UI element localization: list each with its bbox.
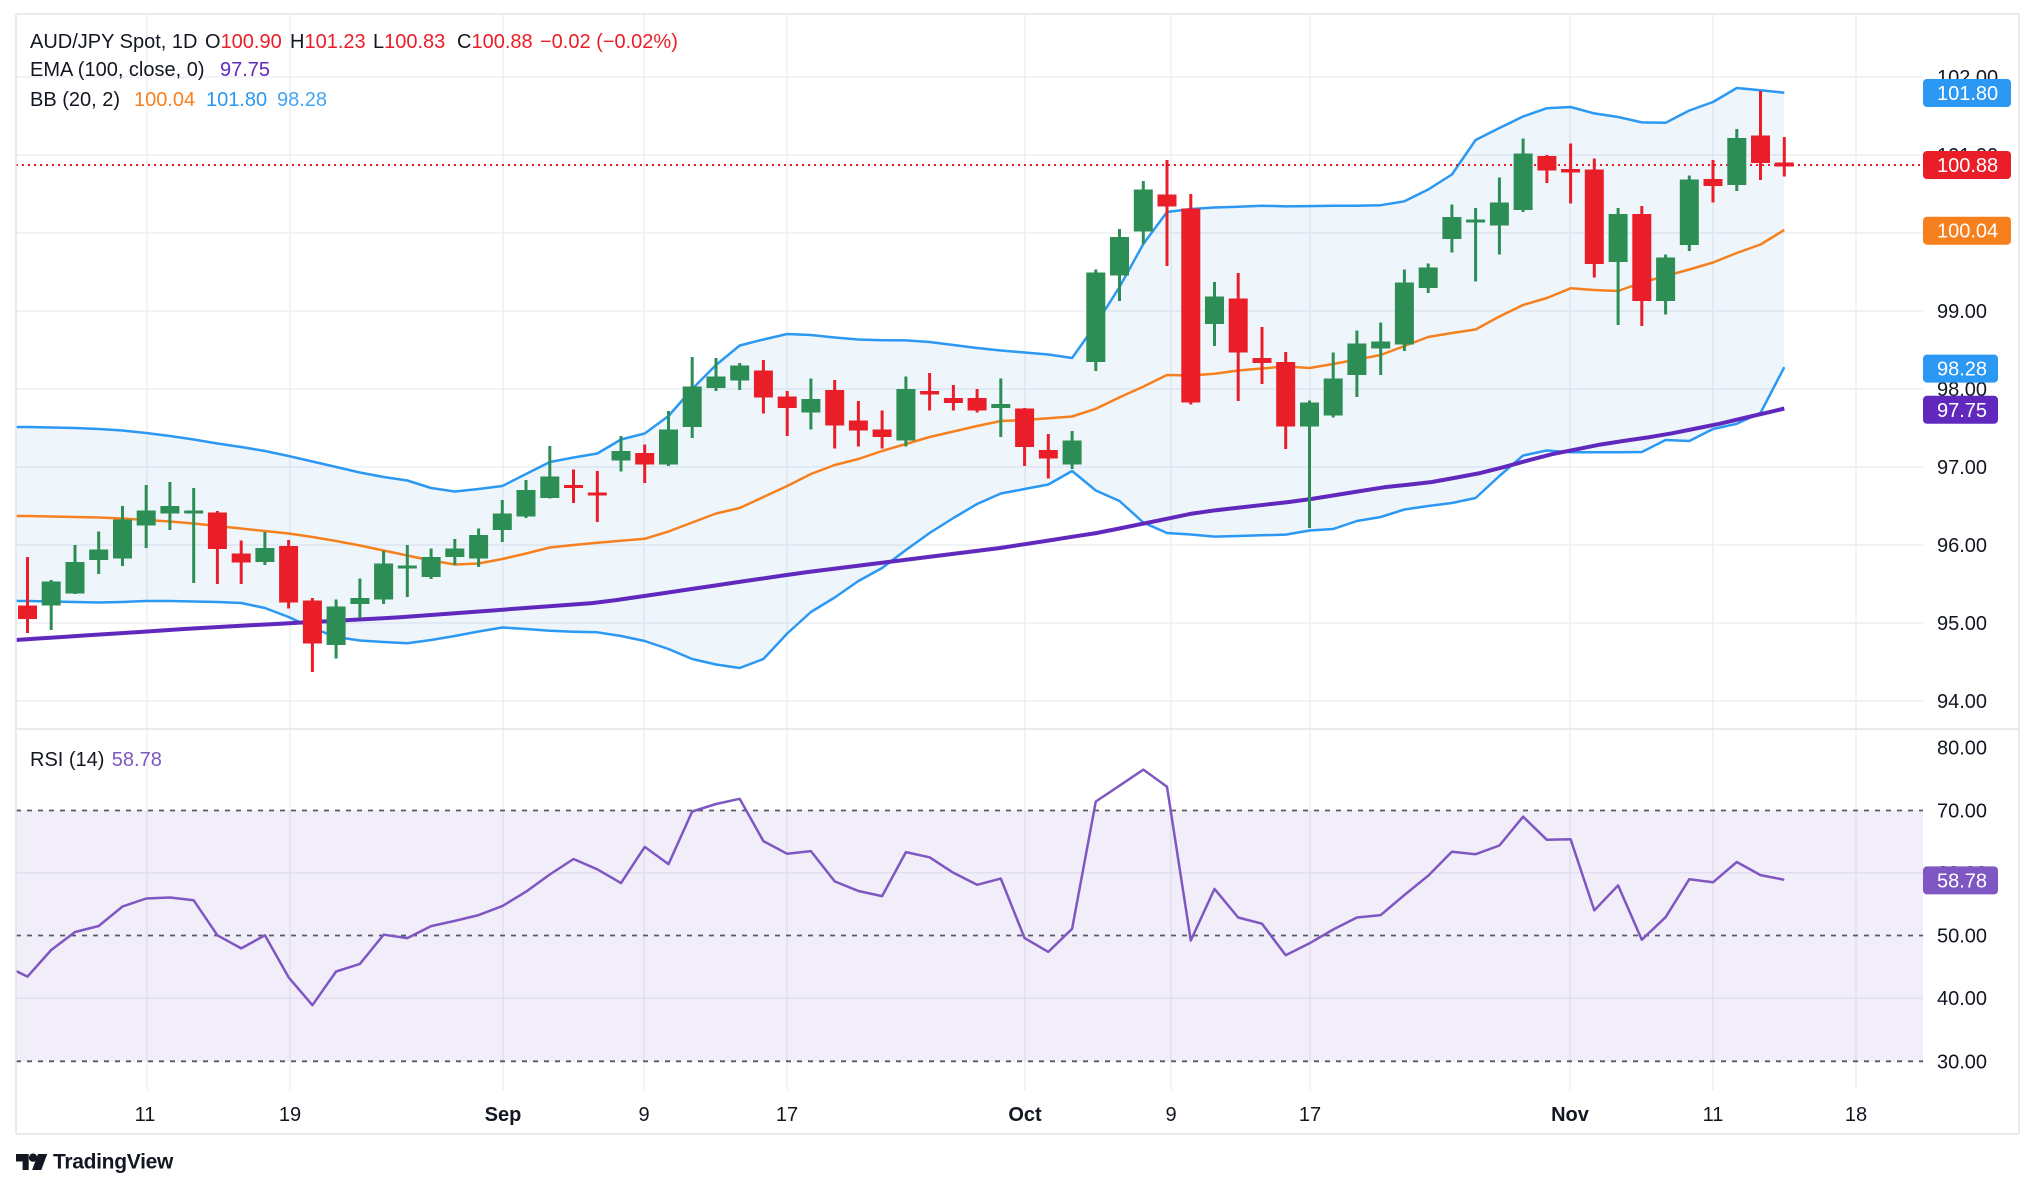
svg-text:9: 9 — [1165, 1104, 1176, 1126]
svg-text:100.04: 100.04 — [1937, 221, 1998, 243]
svg-text:97.00: 97.00 — [1937, 457, 1987, 479]
svg-text:94.00: 94.00 — [1937, 691, 1987, 713]
svg-text:96.00: 96.00 — [1937, 535, 1987, 557]
svg-text:11: 11 — [1703, 1104, 1724, 1126]
svg-text:17: 17 — [776, 1104, 798, 1126]
svg-text:100.88: 100.88 — [1937, 155, 1998, 177]
svg-text:98.28: 98.28 — [1937, 359, 1987, 381]
svg-text:80.00: 80.00 — [1937, 738, 1987, 760]
svg-text:Nov: Nov — [1551, 1104, 1590, 1126]
svg-text:50.00: 50.00 — [1937, 926, 1987, 948]
svg-text:19: 19 — [279, 1104, 301, 1126]
svg-text:40.00: 40.00 — [1937, 988, 1987, 1010]
svg-text:TradingView: TradingView — [53, 1151, 174, 1174]
svg-text:18: 18 — [1845, 1104, 1867, 1126]
svg-text:Oct: Oct — [1008, 1104, 1042, 1126]
svg-text:9: 9 — [638, 1104, 649, 1126]
svg-text:99.00: 99.00 — [1937, 301, 1987, 323]
svg-text:Sep: Sep — [485, 1104, 522, 1126]
svg-text:EMA (100, close, 0)97.75: EMA (100, close, 0) 97.75 — [30, 59, 270, 81]
svg-text:97.75: 97.75 — [1937, 400, 1987, 422]
svg-text:95.00: 95.00 — [1937, 613, 1987, 635]
svg-text:101.80: 101.80 — [1937, 83, 1998, 105]
svg-text:98.00: 98.00 — [1937, 379, 1987, 401]
svg-text:11: 11 — [135, 1104, 156, 1126]
svg-text:70.00: 70.00 — [1937, 801, 1987, 823]
svg-text:17: 17 — [1299, 1104, 1321, 1126]
svg-text:58.78: 58.78 — [1937, 870, 1987, 892]
svg-text:RSI (14)58.78: RSI (14) 58.78 — [30, 749, 162, 771]
svg-text:30.00: 30.00 — [1937, 1051, 1987, 1073]
